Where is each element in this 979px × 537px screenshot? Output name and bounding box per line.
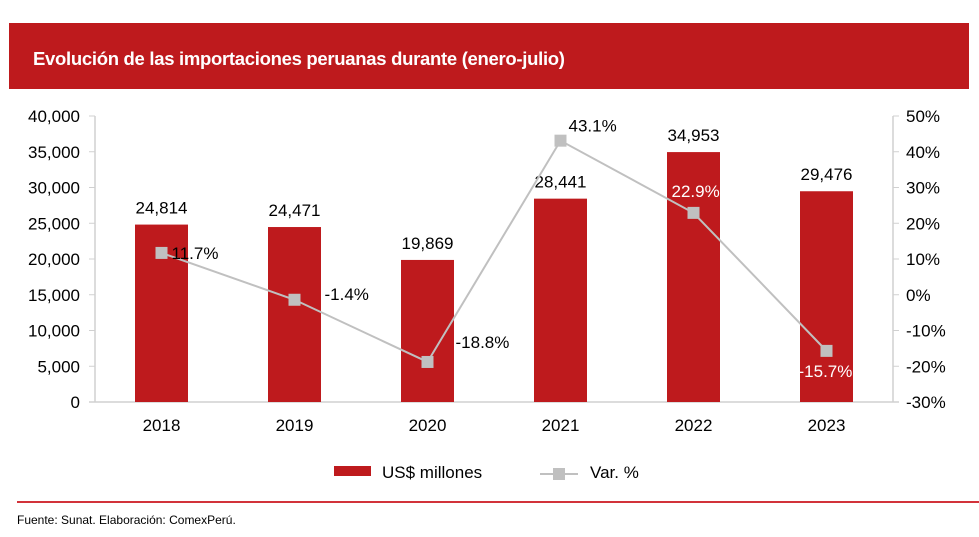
bar — [800, 191, 853, 402]
right-tick-label: -20% — [906, 357, 946, 376]
right-tick-label: 50% — [906, 107, 940, 126]
right-tick-label: 10% — [906, 250, 940, 269]
legend-marker-line — [553, 468, 565, 480]
legend-label-bars: US$ millones — [382, 463, 482, 482]
variation-marker — [554, 134, 567, 147]
variation-label: -15.7% — [799, 362, 853, 381]
variation-label: -18.8% — [456, 333, 510, 352]
variation-label: -1.4% — [325, 285, 369, 304]
footer-divider — [17, 501, 979, 503]
variation-label: 43.1% — [569, 117, 617, 136]
bar-value-label: 29,476 — [801, 165, 853, 184]
left-tick-label: 35,000 — [28, 143, 80, 162]
variation-marker — [687, 206, 700, 219]
bar-value-label: 34,953 — [668, 126, 720, 145]
left-tick-label: 30,000 — [28, 179, 80, 198]
bar-value-label: 28,441 — [535, 173, 587, 192]
variation-label: 22.9% — [672, 182, 720, 201]
variation-label: 11.7% — [172, 244, 219, 263]
chart-header: Evolución de las importaciones peruanas … — [9, 23, 969, 89]
x-tick-label: 2018 — [143, 416, 181, 435]
x-tick-label: 2020 — [409, 416, 447, 435]
x-tick-label: 2019 — [276, 416, 314, 435]
bar-value-label: 24,471 — [269, 201, 321, 220]
right-tick-label: -10% — [906, 322, 946, 341]
source-note: Fuente: Sunat. Elaboración: ComexPerú. — [17, 513, 236, 527]
variation-marker — [288, 293, 301, 306]
bar — [534, 198, 587, 402]
bar — [268, 227, 321, 402]
right-tick-label: 0% — [906, 286, 931, 305]
variation-marker — [421, 355, 434, 368]
x-tick-label: 2022 — [675, 416, 713, 435]
left-tick-label: 25,000 — [28, 214, 80, 233]
x-tick-label: 2023 — [808, 416, 846, 435]
right-tick-label: 40% — [906, 143, 940, 162]
variation-marker — [155, 246, 168, 259]
left-tick-label: 20,000 — [28, 250, 80, 269]
left-tick-label: 15,000 — [28, 286, 80, 305]
left-tick-label: 0 — [71, 393, 80, 412]
x-tick-label: 2021 — [542, 416, 580, 435]
bar-value-label: 24,814 — [136, 199, 188, 218]
legend-swatch-bars — [334, 466, 371, 476]
right-tick-label: 20% — [906, 214, 940, 233]
right-tick-label: 30% — [906, 179, 940, 198]
variation-marker — [820, 344, 833, 357]
bar-value-label: 19,869 — [402, 234, 454, 253]
left-tick-label: 40,000 — [28, 107, 80, 126]
left-tick-label: 10,000 — [28, 322, 80, 341]
left-tick-label: 5,000 — [37, 357, 80, 376]
variation-line — [161, 139, 828, 364]
legend-label-line: Var. % — [590, 463, 639, 482]
chart-title: Evolución de las importaciones peruanas … — [33, 48, 565, 69]
right-tick-label: -30% — [906, 393, 946, 412]
bar — [667, 152, 720, 402]
